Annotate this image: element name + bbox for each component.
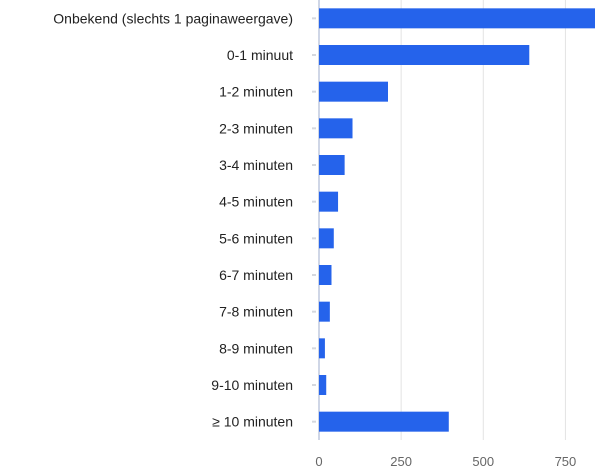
x-axis: 0 250 500 750 xyxy=(315,454,576,469)
bar[interactable] xyxy=(319,45,530,65)
bar[interactable] xyxy=(319,118,353,139)
bar[interactable] xyxy=(319,301,330,322)
bar[interactable] xyxy=(319,375,327,395)
bar[interactable] xyxy=(319,411,449,432)
category-label: 1-2 minuten xyxy=(219,84,293,100)
bars xyxy=(319,8,595,432)
bar[interactable] xyxy=(319,155,345,175)
bar[interactable] xyxy=(319,265,332,285)
x-tick-label: 750 xyxy=(555,454,577,469)
category-label: 6-7 minuten xyxy=(219,267,293,283)
category-label: ≥ 10 minuten xyxy=(212,414,293,430)
bar[interactable] xyxy=(319,8,595,29)
x-tick-label: 0 xyxy=(315,454,322,469)
category-labels: Onbekend (slechts 1 paginaweergave) 0-1 m… xyxy=(53,10,293,429)
category-label: 3-4 minuten xyxy=(219,157,293,173)
category-label: 2-3 minuten xyxy=(219,120,293,136)
category-label: 9-10 minuten xyxy=(211,377,293,393)
gridlines xyxy=(318,0,566,440)
category-label: 0-1 minuut xyxy=(227,47,293,63)
bar[interactable] xyxy=(319,228,334,249)
bar[interactable] xyxy=(319,81,388,102)
category-tick-marks xyxy=(312,17,316,423)
category-label: 4-5 minuten xyxy=(219,194,293,210)
x-tick-label: 250 xyxy=(390,454,412,469)
category-label: Onbekend (slechts 1 paginaweergave) xyxy=(53,10,293,26)
bar[interactable] xyxy=(319,191,339,212)
category-label: 8-9 minuten xyxy=(219,340,293,356)
category-label: 5-6 minuten xyxy=(219,230,293,246)
x-tick-label: 500 xyxy=(472,454,494,469)
category-label: 7-8 minuten xyxy=(219,304,293,320)
bar[interactable] xyxy=(319,338,325,359)
